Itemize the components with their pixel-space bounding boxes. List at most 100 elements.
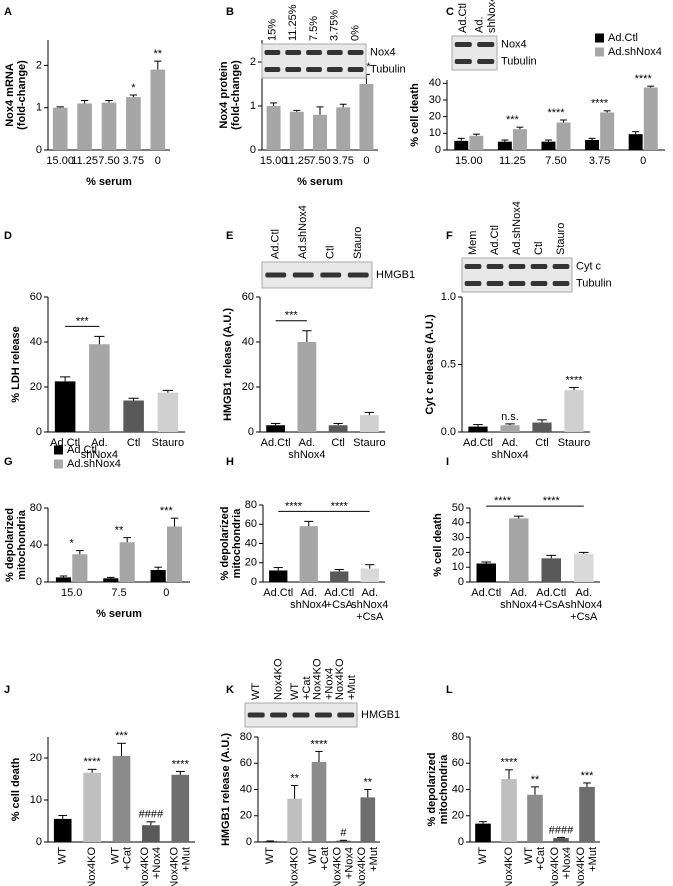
- blot-band-label: Tubulin: [370, 63, 406, 75]
- blot-lane-label: 15%: [266, 19, 278, 41]
- x-tick-label: 0: [163, 587, 169, 599]
- significance-label: n.s.: [501, 411, 519, 423]
- x-tick-label: Stauro: [558, 437, 590, 449]
- significance-label: ####: [549, 824, 574, 836]
- legend-label: Ad.shNox4: [67, 458, 121, 470]
- blot-band: [508, 281, 526, 286]
- blot-band-label: Nox4: [501, 38, 527, 50]
- x-tick-label: Ctl: [331, 437, 344, 449]
- bar: [171, 774, 190, 842]
- blot-lane-label: Nox4KO+Mut: [334, 658, 358, 700]
- y-tick-label: 1: [36, 102, 42, 114]
- blot-lane-label: Ctl: [533, 242, 545, 255]
- bar: [126, 97, 141, 150]
- x-tick-label: Ctl: [535, 437, 548, 449]
- x-tick-label: 11.25: [499, 155, 526, 167]
- y-tick-label: 30: [429, 94, 441, 106]
- bar: [509, 518, 529, 582]
- x-tick-label: Nox4KO: [86, 847, 98, 886]
- bar: [166, 526, 183, 582]
- blot-band: [477, 59, 495, 64]
- y-tick-label: 0: [36, 144, 42, 156]
- y-tick-label: 0: [458, 576, 464, 588]
- blot-band: [320, 272, 342, 278]
- panel-letter: G: [4, 456, 13, 468]
- panel-letter: K: [226, 684, 234, 696]
- x-tick-label: 7.5: [111, 587, 126, 599]
- bar: [313, 114, 327, 150]
- blot-lane-label: Ad.shNox4: [474, 0, 498, 33]
- y-tick-label: 0: [458, 836, 464, 848]
- y-tick-label: 0.0: [441, 426, 456, 438]
- bar: [532, 422, 552, 432]
- x-tick-label: Ctl: [127, 437, 140, 449]
- y-tick-label: 30: [452, 532, 464, 544]
- blot-band: [337, 712, 355, 718]
- x-tick-label: 3.75: [123, 155, 144, 167]
- bar: [500, 425, 520, 432]
- x-tick-label: Nox4KO+Mut: [575, 847, 599, 886]
- blot-lane-label: Ad.shNox4: [297, 205, 309, 259]
- y-tick-label: 20: [452, 546, 464, 558]
- blot-lane-label: Nox4KO+Nox4: [311, 658, 335, 700]
- x-tick-label: Ad.Ctl: [471, 587, 501, 599]
- bar: [469, 135, 484, 150]
- y-tick-label: 40: [245, 537, 257, 549]
- x-tick-label: Ad.Ctl: [463, 437, 493, 449]
- legend-swatch: [595, 33, 604, 43]
- x-tick-label: Nox4KO: [503, 847, 515, 886]
- panel-letter: H: [226, 456, 234, 468]
- y-tick-label: 40: [429, 77, 441, 89]
- bar: [360, 797, 376, 842]
- blot-band: [530, 281, 548, 286]
- significance-label: ****: [635, 73, 653, 85]
- blot-lane-label: Stauro: [352, 227, 364, 259]
- y-tick-label: 0: [36, 426, 42, 438]
- bar: [297, 342, 317, 432]
- x-tick-label: 15.00: [46, 155, 74, 167]
- x-axis-label: % serum: [96, 608, 142, 620]
- y-tick-label: 40: [30, 539, 42, 551]
- significance-label: ****: [591, 98, 609, 110]
- bar: [287, 798, 302, 842]
- legend-swatch: [54, 459, 63, 469]
- significance-label: ***: [581, 770, 595, 782]
- blot-lane-label: WT: [250, 683, 262, 700]
- x-tick-label: WT+Cat: [307, 847, 331, 871]
- x-tick-label: Ad.Ctl +CsA: [324, 587, 354, 611]
- x-tick-label: Nox4KO+Nox4: [549, 847, 573, 886]
- x-tick-label: 7.50: [98, 155, 119, 167]
- y-tick-label: 0: [36, 836, 42, 848]
- blot-band-label: Tubulin: [576, 277, 612, 289]
- significance-label: ****: [565, 374, 583, 386]
- bar: [600, 112, 615, 150]
- blot: [451, 35, 498, 71]
- blot-band-label: HMGB1: [376, 269, 415, 281]
- blot-lane-label: Ctl: [325, 246, 337, 259]
- bar: [262, 841, 278, 842]
- significance-label: ***: [285, 310, 299, 322]
- significance-label: **: [115, 525, 124, 537]
- blot-band: [247, 712, 265, 718]
- bar: [512, 129, 527, 150]
- significance-label: ****: [500, 757, 518, 769]
- bar: [501, 779, 517, 842]
- y-tick-label: 80: [245, 499, 257, 511]
- y-tick-label: 1.0: [441, 291, 456, 303]
- significance-label: **: [154, 48, 163, 60]
- bar: [266, 106, 281, 150]
- bar: [103, 578, 119, 582]
- bar: [497, 141, 512, 150]
- significance-label: *: [131, 82, 136, 94]
- panel-letter: C: [446, 6, 454, 18]
- blot-band: [508, 264, 526, 269]
- bar: [643, 87, 658, 150]
- significance-label: **: [364, 776, 373, 788]
- y-tick-label: 20: [240, 810, 252, 822]
- bar: [468, 426, 488, 432]
- bar: [574, 553, 594, 582]
- blot-band: [347, 50, 364, 55]
- x-tick-label: WT: [57, 847, 69, 864]
- blot-lane-label: Stauro: [555, 223, 567, 255]
